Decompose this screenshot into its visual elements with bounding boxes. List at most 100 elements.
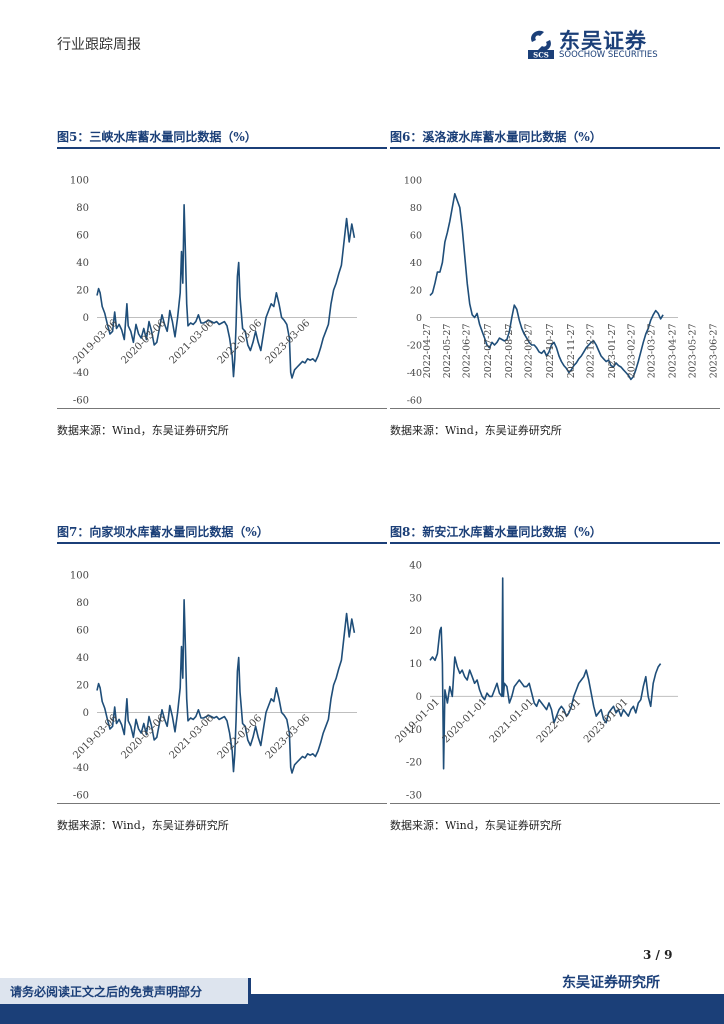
y-tick-label: 0 — [83, 313, 89, 324]
y-tick-label: 80 — [410, 203, 422, 214]
y-tick-label: 20 — [410, 286, 422, 297]
y-tick-label: 100 — [70, 571, 89, 582]
x-tick-label: 2023-04-27 — [668, 324, 679, 379]
y-tick-label: 0 — [416, 313, 422, 324]
y-tick-label: -40 — [73, 368, 89, 379]
x-tick-label: 2020-03-06 — [119, 318, 168, 367]
y-tick-label: 40 — [76, 653, 89, 664]
y-tick-label: 80 — [76, 203, 89, 214]
x-tick-label: 2023-02-27 — [627, 324, 638, 379]
x-tick-label: 2023-03-06 — [264, 713, 313, 762]
figure-8-panel: 图8：新安江水库蓄水量同比数据（%） 40 30 20 10 0 -10 -20 -30 201… — [390, 523, 720, 832]
figure-6-bottom-rule — [390, 408, 720, 409]
y-tick-label: 60 — [76, 231, 89, 242]
figure-5-bottom-rule — [57, 408, 387, 409]
y-tick-label: 40 — [76, 258, 89, 269]
figure-5-top-rule — [57, 147, 387, 149]
y-tick-label: -60 — [73, 791, 89, 802]
x-tick-label: 2021-03-06 — [168, 713, 217, 762]
x-tick-label: 2022-09-27 — [524, 324, 535, 379]
x-tick-label: 2022-03-06 — [216, 713, 265, 762]
series-line — [96, 598, 356, 774]
y-tick-label: 40 — [410, 258, 422, 269]
y-tick-label: 30 — [409, 593, 422, 604]
y-tick-label: 60 — [76, 626, 89, 637]
figure-6-top-rule — [390, 147, 720, 149]
brand-name-en: SOOCHOW SECURITIES — [559, 50, 658, 60]
figure-7-bottom-rule — [57, 803, 387, 804]
x-tick-label: 2022-11-27 — [566, 324, 577, 379]
x-tick-label: 2023-01-01 — [582, 697, 631, 746]
x-tick-label: 2023-05-27 — [687, 324, 698, 379]
y-tick-label: 0 — [83, 708, 89, 719]
figure-8-chart: 403020100-10-20-302019-01-012020-01-0120… — [393, 561, 678, 802]
y-tick-label: -20 — [406, 758, 422, 769]
x-tick-label: 2022-10-27 — [545, 324, 556, 379]
x-tick-label: 2022-03-06 — [216, 318, 265, 367]
footer-org-name: 东吴证券研究所 — [562, 975, 660, 991]
y-tick-label: -40 — [407, 368, 422, 379]
x-tick-label: 2022-06-27 — [462, 324, 473, 379]
report-type-title: 行业跟踪周报 — [57, 37, 141, 53]
figure-8-bottom-rule — [390, 803, 720, 804]
y-tick-label: -40 — [73, 763, 89, 774]
figure-8-source: 数据来源：Wind，东吴证券研究所 — [390, 819, 562, 832]
x-tick-label: 2022-07-27 — [483, 324, 494, 379]
brand-logo: SCS 东吴证券 SOOCHOW SECURITIES — [526, 24, 676, 64]
x-tick-label: 2022-04-27 — [422, 324, 433, 379]
series-line — [429, 192, 664, 381]
y-tick-label: -20 — [407, 341, 422, 352]
x-tick-label: 2022-08-27 — [504, 324, 515, 379]
x-tick-label: 2020-03-06 — [119, 713, 168, 762]
figure-6-title: 图6：溪洛渡水库蓄水量同比数据（%） — [390, 130, 602, 144]
y-tick-label: 60 — [410, 231, 422, 242]
brand-logo-mark-text: SCS — [533, 51, 549, 60]
disclaimer-notice: 请务必阅读正文之后的免责声明部分 — [0, 978, 251, 1004]
x-tick-label: 2019-03-06 — [71, 713, 120, 762]
figure-5-source: 数据来源：Wind，东吴证券研究所 — [57, 424, 229, 437]
x-tick-label: 2023-03-27 — [646, 324, 657, 379]
figure-6-source: 数据来源：Wind，东吴证券研究所 — [390, 424, 562, 437]
x-tick-label: 2021-03-06 — [168, 318, 217, 367]
y-tick-label: -60 — [73, 396, 89, 407]
y-tick-label: 0 — [416, 692, 422, 703]
x-tick-label: 2022-05-27 — [442, 324, 453, 379]
x-tick-label: 2019-03-06 — [71, 318, 120, 367]
x-tick-label: 2022-12-27 — [586, 324, 597, 379]
figure-7-title: 图7：向家坝水库蓄水量同比数据（%） — [57, 525, 269, 539]
figure-7-top-rule — [57, 542, 387, 544]
figure-8-top-rule — [390, 542, 720, 544]
y-tick-label: -30 — [406, 791, 422, 802]
x-tick-label: 2023-06-27 — [708, 324, 719, 379]
brand-logo-icon: SCS — [528, 30, 554, 60]
figure-5-panel: 图5：三峡水库蓄水量同比数据（%） 100 80 60 40 20 0 -40 -60 2019… — [57, 128, 387, 437]
x-tick-label: 2019-01-01 — [393, 697, 442, 746]
brand-name-cn: 东吴证券 — [559, 29, 647, 53]
y-tick-label: 100 — [404, 176, 422, 187]
figure-6-chart: 100 80 60 40 20 0 -20 -40 -60 2022-04-27 2022-05-2… — [404, 176, 720, 407]
page-number: 3 / 9 — [643, 948, 673, 962]
y-tick-label: 10 — [409, 659, 422, 670]
disclaimer-notice-text: 请务必阅读正文之后的免责声明部分 — [10, 985, 203, 999]
figure-8-title: 图8：新安江水库蓄水量同比数据（%） — [390, 525, 602, 539]
series-line — [429, 577, 662, 770]
series-line — [96, 203, 356, 379]
x-tick-label: 2020-01-01 — [441, 697, 490, 746]
x-tick-label: 2023-03-06 — [264, 318, 313, 367]
x-tick-label: 2023-01-27 — [607, 324, 618, 379]
y-tick-label: 20 — [76, 681, 89, 692]
y-tick-label: 100 — [70, 176, 89, 187]
y-tick-label: 40 — [409, 561, 422, 572]
figure-6-panel: 图6：溪洛渡水库蓄水量同比数据（%） 100 80 60 40 20 0 -20 -40 -60… — [390, 128, 720, 437]
figure-7-panel: 图7：向家坝水库蓄水量同比数据（%） 100 80 60 40 20 0 -40 -60 201… — [57, 523, 387, 832]
y-tick-label: -10 — [406, 725, 422, 736]
y-tick-label: 80 — [76, 598, 89, 609]
figure-5-title: 图5：三峡水库蓄水量同比数据（%） — [57, 130, 257, 144]
figure-7-source: 数据来源：Wind，东吴证券研究所 — [57, 819, 229, 832]
y-tick-label: 20 — [409, 626, 422, 637]
y-tick-label: 20 — [76, 286, 89, 297]
x-tick-label: 2021-01-01 — [488, 697, 537, 746]
y-tick-label: -60 — [407, 396, 422, 407]
